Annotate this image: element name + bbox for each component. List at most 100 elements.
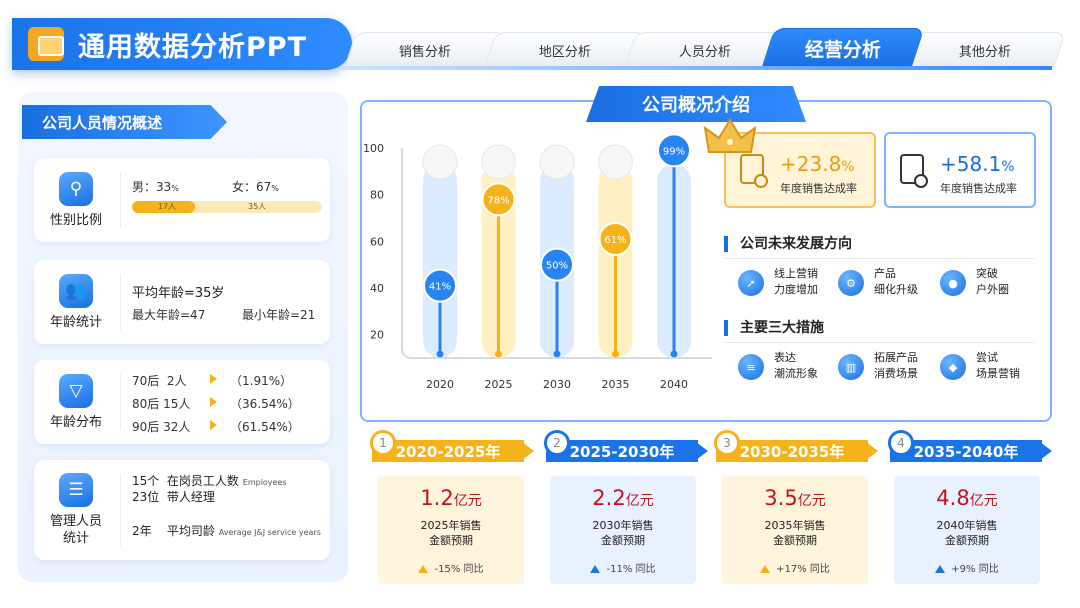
card-gender: ⚲ 性别比例 男：33% 女：67% 17人 35人 — [34, 158, 330, 242]
tab-personnel[interactable]: 人员分析 — [624, 32, 786, 68]
title-bar: 通用数据分析PPT — [12, 18, 352, 70]
future-item: ➚ 线上营销 力度增加 — [738, 266, 838, 302]
bar-base-dot — [495, 350, 502, 358]
average-age: 平均年龄=35岁 — [132, 286, 225, 301]
bar-cap — [539, 144, 575, 180]
card-label: 性别比例 — [49, 212, 102, 228]
tab-region[interactable]: 地区分析 — [484, 32, 646, 68]
clipboard-user-icon: ☰ — [59, 473, 93, 507]
female-count: 35人 — [248, 202, 267, 211]
measures-title: 主要三大措施 — [724, 320, 824, 336]
triangle-icon — [210, 374, 217, 384]
stat-value: +23.8 — [780, 152, 842, 176]
future-direction-section: 公司未来发展方向 ➚ 线上营销 力度增加 ⚙ 产品 细化升级 ● 突破 户外圈 — [724, 222, 1040, 310]
bar-base-dot — [436, 350, 444, 358]
measure-item: ◆ 尝试 场景营销 — [940, 350, 1040, 386]
data-point — [481, 182, 516, 217]
forecast-amount: 4.8 — [936, 486, 970, 510]
timeline-card-1: 1.2亿元 2025年销售 金额预期 -15% 同比 — [378, 476, 524, 584]
y-tick-label: 20 — [370, 329, 384, 342]
bar-cap — [598, 144, 633, 180]
timeline-header-3: 2030-2035年 3 — [714, 430, 881, 464]
male-label: 男： — [132, 180, 157, 194]
bar-base-dot — [553, 350, 561, 358]
gender-ratio-icon: ⚲ — [59, 171, 93, 206]
female-label: 女： — [232, 180, 257, 194]
tab-operations[interactable]: 经营分析 — [761, 28, 925, 68]
x-tick-label: 2040 — [660, 378, 688, 391]
x-tick-label: 2020 — [426, 378, 454, 391]
yoy-value: -11% 同比 — [606, 564, 656, 575]
measure-item: ▥ 拓展产品 消费场景 — [838, 350, 938, 386]
triangle-icon — [210, 397, 217, 407]
basketball-icon: ● — [940, 270, 966, 296]
timeline-header-2: 2025-2030年 2 — [544, 430, 711, 464]
future-direction-title: 公司未来发展方向 — [724, 236, 852, 252]
document-search-icon — [900, 154, 928, 188]
employees-row: 15个 在岗员工人数 Employees — [132, 474, 287, 488]
x-tick-label: 2030 — [543, 378, 571, 391]
step-number: 3 — [714, 430, 740, 456]
tab-other[interactable]: 其他分析 — [904, 32, 1066, 68]
yoy-value: +17% 同比 — [776, 564, 830, 575]
step-number: 4 — [888, 430, 914, 456]
data-label: 61% — [604, 235, 626, 246]
stat-card-2: +58.1% 年度销售达成率 — [884, 132, 1036, 208]
page-title: 通用数据分析PPT — [78, 31, 307, 63]
forecast-amount: 2.2 — [592, 486, 626, 510]
rocket-icon: ➚ — [738, 270, 764, 296]
managers-row: 23位 带人经理 — [132, 490, 215, 504]
card-label: 年龄统计 — [49, 314, 102, 330]
overview-banner: 公司概况介绍 — [586, 86, 806, 122]
future-item: ⚙ 产品 细化升级 — [838, 266, 938, 302]
card-label: 年龄分布 — [49, 414, 102, 430]
yoy-value: +9% 同比 — [951, 564, 999, 575]
female-value: 67 — [256, 180, 272, 194]
section-title-personnel: 公司人员情况概述 — [22, 105, 227, 139]
data-label: 78% — [487, 195, 509, 206]
timeline-header-4: 2035-2040年 4 — [888, 430, 1055, 464]
bar-base-dot — [670, 350, 678, 358]
gear-icon: ⚙ — [838, 270, 864, 296]
card-management: ☰ 管理人员 统计 15个 在岗员工人数 Employees 23位 带人经理 2… — [34, 460, 330, 560]
triangle-icon — [210, 420, 217, 430]
card-age: 👥 年龄统计 平均年龄=35岁 最大年龄=47 最小年龄=21 — [34, 260, 330, 344]
male-count: 17人 — [158, 202, 177, 211]
up-triangle-icon — [760, 565, 771, 573]
up-triangle-icon — [418, 565, 429, 573]
tab-strip: 销售分析 地区分析 人员分析 其他分析 经营分析 — [340, 28, 1066, 68]
chart-axis — [401, 148, 712, 359]
step-number: 1 — [370, 430, 396, 456]
timeline-card-2: 2.2亿元 2030年销售 金额预期 -11% 同比 — [550, 476, 696, 584]
card-age-distribution: ▽ 年龄分布 70后 2人 （1.91%） 80后 15人 （36.54%） 9… — [34, 360, 330, 444]
data-label: 50% — [546, 261, 568, 272]
forecast-chart: 2040608010041%202078%202550%203061%20359… — [363, 133, 712, 391]
tab-sales[interactable]: 销售分析 — [344, 32, 506, 68]
bar-base-dot — [612, 350, 619, 358]
step-number: 2 — [544, 430, 570, 456]
document-search-icon — [740, 154, 768, 188]
data-point — [540, 247, 574, 282]
y-tick-label: 60 — [370, 235, 384, 248]
cube-icon: ◆ — [940, 354, 966, 380]
up-triangle-icon — [590, 565, 601, 573]
list-item: 90后 32人 （61.54%） — [132, 420, 300, 434]
people-icon: 👥 — [59, 273, 93, 308]
bar-cap — [481, 144, 516, 180]
stat-value: +58.1 — [940, 152, 1002, 176]
timeline-card-3: 3.5亿元 2035年销售 金额预期 +17% 同比 — [722, 476, 868, 584]
data-point — [598, 222, 633, 256]
tab-baseline — [340, 66, 1052, 70]
yoy-value: -15% 同比 — [434, 564, 484, 575]
stat-label: 年度销售达成率 — [940, 182, 1017, 195]
data-label: 99% — [663, 146, 685, 157]
stat-label: 年度销售达成率 — [780, 182, 857, 195]
list-item: 80后 15人 （36.54%） — [132, 397, 300, 411]
chat-bubble-icon — [28, 27, 64, 61]
male-value: 33 — [156, 180, 172, 194]
max-age: 最大年龄=47 — [132, 308, 206, 322]
min-age: 最小年龄=21 — [242, 308, 316, 322]
bar-track — [423, 164, 457, 358]
card-label: 管理人员 统计 — [49, 514, 102, 546]
badge-icon: ▽ — [59, 373, 93, 408]
